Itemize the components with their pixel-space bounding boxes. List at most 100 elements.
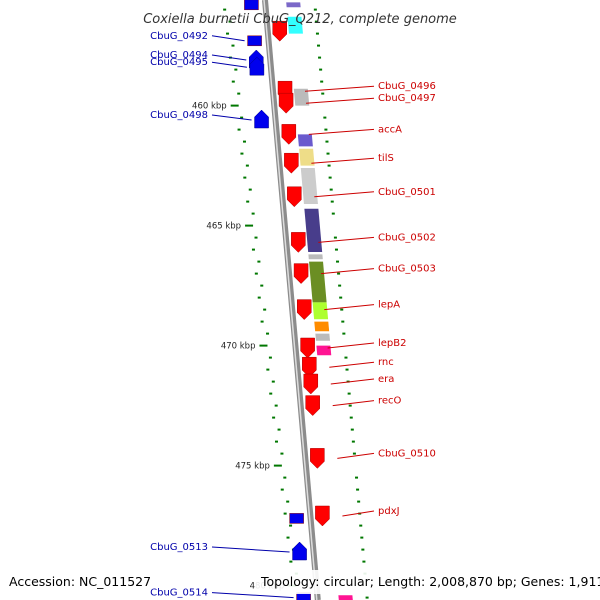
- minor-tick: [345, 368, 349, 371]
- minor-tick: [318, 56, 322, 59]
- minor-tick: [283, 476, 287, 479]
- gene-label-cbug_0494: CbuG_0494: [150, 50, 208, 61]
- minor-tick: [254, 272, 258, 275]
- minor-tick: [289, 524, 293, 527]
- gene-cbug_0501: [287, 186, 302, 208]
- tick-label: 475 kbp: [235, 462, 270, 472]
- minor-tick: [361, 548, 365, 551]
- gene-tils: [284, 152, 299, 174]
- gene-cbug_0503: [293, 263, 309, 284]
- minor-tick: [286, 536, 290, 539]
- feature-block-1: [287, 16, 303, 34]
- minor-tick: [272, 416, 276, 419]
- label-leader: [211, 35, 245, 42]
- label-leader: [332, 400, 375, 407]
- minor-tick: [269, 392, 273, 395]
- gene-label-rnc: rnc: [378, 357, 394, 368]
- gene-label-lepb2: lepB2: [378, 338, 407, 349]
- gene-label-cbug_0501: CbuG_0501: [378, 187, 436, 198]
- feature-block-4: [299, 148, 315, 166]
- minor-tick: [240, 152, 244, 155]
- minor-tick: [280, 452, 284, 455]
- minor-tick: [339, 296, 343, 299]
- feature-block-9: [312, 302, 329, 320]
- minor-tick: [348, 404, 352, 407]
- gene-label-cbug_0513: CbuG_0513: [150, 542, 208, 553]
- feature-block-10: [314, 321, 330, 332]
- minor-tick: [277, 428, 281, 431]
- accession-text: Accession: NC_011527: [9, 574, 151, 589]
- minor-tick: [274, 440, 278, 443]
- gene-lepa: [296, 299, 312, 320]
- minor-tick: [254, 236, 258, 239]
- minor-tick: [260, 284, 264, 287]
- minor-tick: [362, 560, 366, 563]
- minor-tick: [338, 284, 342, 287]
- minor-tick: [337, 272, 341, 275]
- minor-tick: [257, 260, 261, 263]
- gene-label-cbug_0497: CbuG_0497: [378, 93, 436, 104]
- label-leader: [211, 54, 247, 61]
- tick-label: 465 kbp: [206, 222, 241, 232]
- feature-blocks: [286, 2, 353, 600]
- minor-tick: [340, 308, 344, 311]
- minor-tick: [319, 68, 323, 71]
- minor-tick: [356, 488, 360, 491]
- gene-cbug_0497: [278, 92, 294, 114]
- feature-block-13: [338, 595, 353, 600]
- gene-pdxj: [315, 505, 330, 527]
- labels-layer: CbuG_0492CbuG_0494CbuG_0495CbuG_0496CbuG…: [150, 31, 436, 599]
- gene-label-lepa: lepA: [378, 300, 400, 311]
- minor-tick: [268, 356, 272, 359]
- gene-cbug_0492: [247, 35, 262, 47]
- label-leader: [329, 361, 375, 368]
- minor-tick: [326, 152, 330, 155]
- minor-tick: [360, 536, 364, 539]
- minor-tick: [263, 308, 267, 311]
- minor-tick: [342, 332, 346, 335]
- minor-tick: [245, 164, 249, 167]
- feature-block-0: [286, 2, 301, 8]
- gene-label-cbug_0514: CbuG_0514: [150, 588, 208, 599]
- minor-tick: [315, 32, 319, 35]
- minor-tick: [280, 488, 284, 491]
- tick-label: 460 kbp: [192, 102, 227, 112]
- minor-tick-layer: [223, 8, 369, 599]
- minor-tick: [234, 68, 238, 71]
- minor-tick: [248, 188, 252, 191]
- minor-tick: [331, 212, 335, 215]
- minor-tick: [336, 260, 340, 263]
- gene-label-reco: recO: [378, 396, 402, 407]
- gene-acca: [281, 124, 297, 145]
- gene-rnc: [302, 356, 317, 378]
- gene-label-cbug_0495: CbuG_0495: [150, 57, 208, 68]
- gene-label-cbug_0503: CbuG_0503: [378, 264, 436, 275]
- minor-tick: [289, 560, 293, 563]
- minor-tick: [286, 500, 290, 503]
- minor-tick: [321, 92, 325, 95]
- minor-tick: [251, 248, 255, 251]
- feature-block-5: [300, 168, 318, 204]
- minor-tick: [365, 596, 369, 599]
- minor-tick: [323, 116, 327, 119]
- minor-tick: [317, 44, 321, 47]
- gene-unlabeled-20: [289, 513, 304, 524]
- gene-label-tils: tilS: [378, 153, 394, 164]
- minor-tick: [347, 392, 351, 395]
- minor-tick: [314, 20, 318, 23]
- feature-block-8: [309, 261, 327, 303]
- minor-tick: [237, 92, 241, 95]
- tick-label: 470 kbp: [221, 342, 256, 352]
- feature-block-6: [304, 208, 323, 252]
- minor-tick: [231, 80, 235, 83]
- minor-tick: [324, 128, 328, 131]
- map-title: Coxiella burnetii CbuG_Q212, complete ge…: [143, 12, 457, 27]
- minor-tick: [313, 8, 317, 11]
- gene-lepb2: [300, 337, 315, 359]
- minor-tick: [333, 236, 337, 239]
- footer-backdrop: [255, 570, 595, 594]
- minor-tick: [320, 80, 324, 83]
- feature-block-3: [297, 134, 313, 147]
- minor-tick: [328, 176, 332, 179]
